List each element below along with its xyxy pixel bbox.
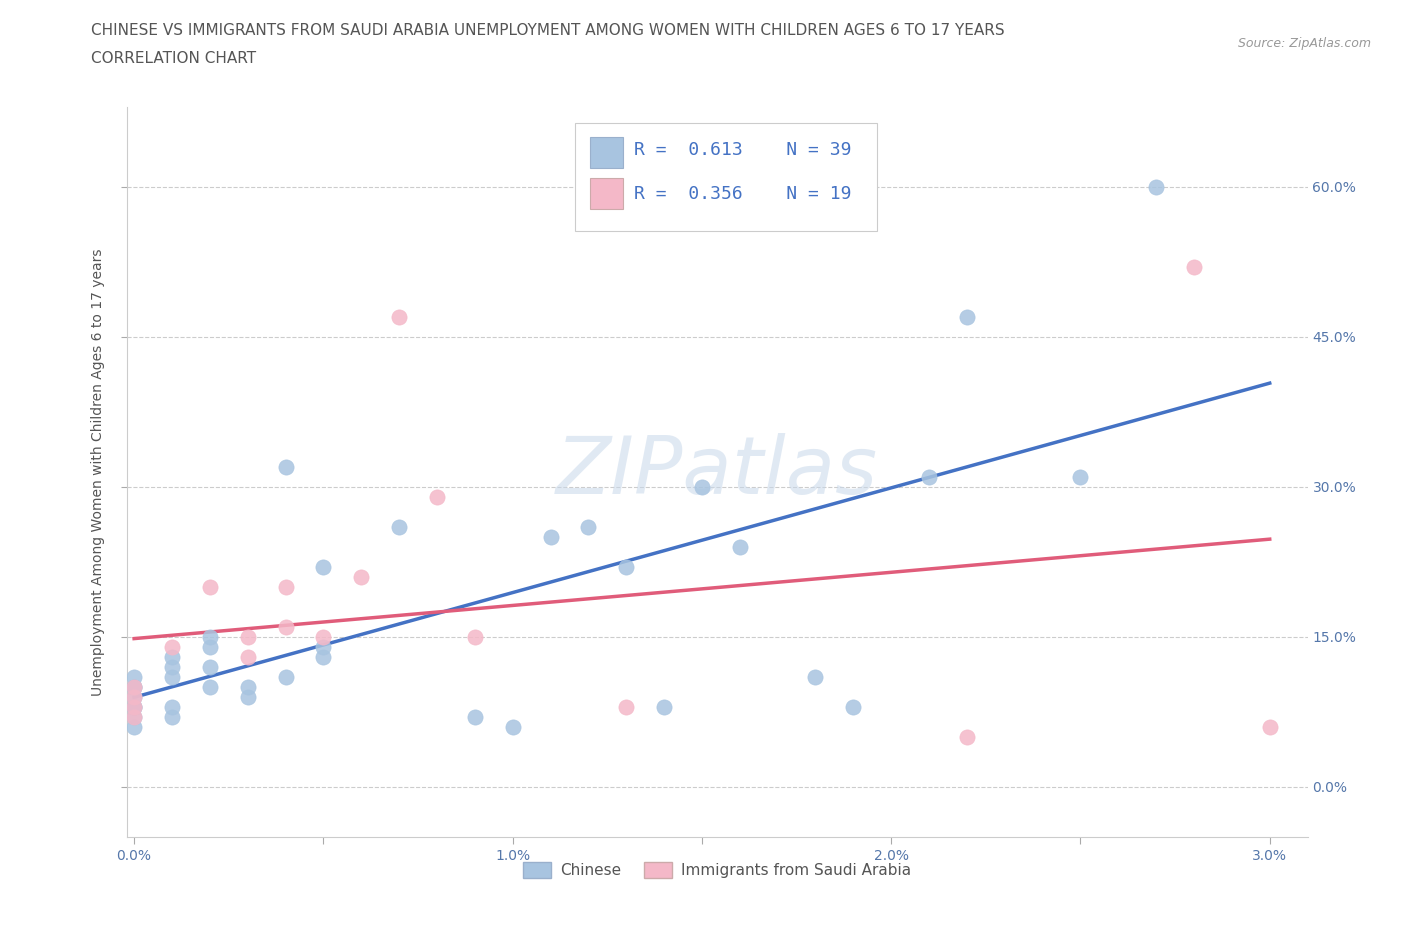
Point bbox=[274, 670, 297, 684]
Text: CHINESE VS IMMIGRANTS FROM SAUDI ARABIA UNEMPLOYMENT AMONG WOMEN WITH CHILDREN A: CHINESE VS IMMIGRANTS FROM SAUDI ARABIA … bbox=[91, 23, 1005, 38]
Point bbox=[312, 630, 335, 644]
Point bbox=[690, 480, 713, 495]
Point bbox=[198, 680, 221, 695]
Point bbox=[576, 520, 599, 535]
Point bbox=[160, 649, 183, 664]
Point bbox=[236, 689, 259, 704]
Point bbox=[614, 560, 637, 575]
Point bbox=[728, 539, 751, 554]
Legend: Chinese, Immigrants from Saudi Arabia: Chinese, Immigrants from Saudi Arabia bbox=[517, 856, 917, 884]
FancyBboxPatch shape bbox=[589, 137, 623, 167]
Point bbox=[1258, 720, 1281, 735]
Point bbox=[122, 680, 145, 695]
Point bbox=[160, 640, 183, 655]
Point bbox=[312, 640, 335, 655]
Point bbox=[122, 699, 145, 714]
Text: R =  0.613    N = 39: R = 0.613 N = 39 bbox=[634, 141, 852, 159]
Point bbox=[956, 729, 979, 744]
Point bbox=[236, 630, 259, 644]
Point bbox=[388, 310, 411, 325]
Point bbox=[122, 699, 145, 714]
Point bbox=[122, 689, 145, 704]
Text: CORRELATION CHART: CORRELATION CHART bbox=[91, 51, 256, 66]
Text: Source: ZipAtlas.com: Source: ZipAtlas.com bbox=[1237, 37, 1371, 50]
Point bbox=[502, 720, 524, 735]
Y-axis label: Unemployment Among Women with Children Ages 6 to 17 years: Unemployment Among Women with Children A… bbox=[91, 248, 105, 696]
Point bbox=[198, 640, 221, 655]
Point bbox=[198, 659, 221, 674]
Point bbox=[464, 710, 486, 724]
Point bbox=[122, 680, 145, 695]
Point bbox=[312, 649, 335, 664]
Point bbox=[464, 630, 486, 644]
Point bbox=[312, 560, 335, 575]
Point bbox=[122, 720, 145, 735]
Point bbox=[426, 489, 449, 504]
Point bbox=[1182, 259, 1205, 274]
FancyBboxPatch shape bbox=[589, 179, 623, 209]
Point bbox=[198, 630, 221, 644]
Point bbox=[122, 710, 145, 724]
Point bbox=[160, 710, 183, 724]
Point bbox=[122, 710, 145, 724]
Point bbox=[274, 579, 297, 594]
Point bbox=[918, 470, 941, 485]
Point bbox=[274, 459, 297, 474]
Point bbox=[804, 670, 827, 684]
Point bbox=[350, 569, 373, 584]
Text: ZIPatlas: ZIPatlas bbox=[555, 433, 879, 511]
Point bbox=[198, 579, 221, 594]
Point bbox=[160, 659, 183, 674]
Point bbox=[540, 529, 562, 544]
Point bbox=[122, 689, 145, 704]
FancyBboxPatch shape bbox=[575, 123, 876, 231]
Point bbox=[274, 619, 297, 634]
Point bbox=[956, 310, 979, 325]
Point bbox=[614, 699, 637, 714]
Point bbox=[122, 670, 145, 684]
Point bbox=[122, 680, 145, 695]
Point bbox=[160, 699, 183, 714]
Point bbox=[388, 520, 411, 535]
Point bbox=[1144, 179, 1167, 194]
Point bbox=[652, 699, 675, 714]
Text: R =  0.356    N = 19: R = 0.356 N = 19 bbox=[634, 185, 852, 203]
Point bbox=[842, 699, 865, 714]
Point bbox=[122, 699, 145, 714]
Point bbox=[1069, 470, 1091, 485]
Point bbox=[236, 649, 259, 664]
Point bbox=[236, 680, 259, 695]
Point bbox=[160, 670, 183, 684]
